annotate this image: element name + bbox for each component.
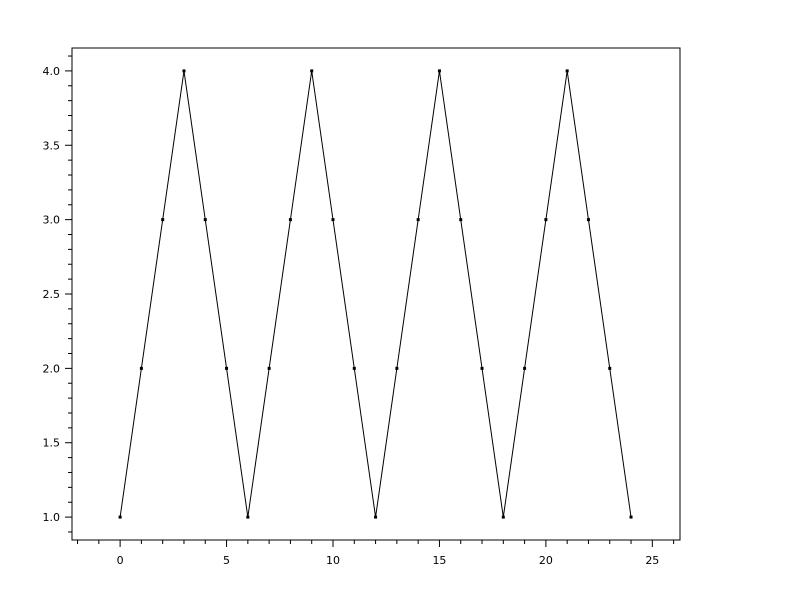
data-point <box>501 515 505 519</box>
data-point <box>225 366 229 370</box>
data-point <box>203 218 207 222</box>
data-point <box>310 69 314 73</box>
data-point <box>139 366 143 370</box>
data-point <box>161 218 165 222</box>
y-tick-label: 3.5 <box>43 139 61 152</box>
x-tick-label: 25 <box>645 554 659 567</box>
data-point <box>374 515 378 519</box>
data-point <box>246 515 250 519</box>
data-point <box>267 366 271 370</box>
data-point <box>480 366 484 370</box>
data-point <box>437 69 441 73</box>
y-tick-label: 1.0 <box>43 511 61 524</box>
y-tick-label: 4.0 <box>43 65 61 78</box>
data-point <box>544 218 548 222</box>
data-point <box>288 218 292 222</box>
y-axis: 1.0 1.5 2.0 2.5 3.0 3.5 4.0 <box>43 55 72 533</box>
data-point <box>629 515 633 519</box>
y-tick-label: 1.5 <box>43 437 61 450</box>
data-point <box>331 218 335 222</box>
x-tick-label: 0 <box>117 554 124 567</box>
data-point <box>608 366 612 370</box>
y-tick-label: 2.5 <box>43 288 61 301</box>
x-tick-label: 10 <box>326 554 340 567</box>
y-tick-label: 2.0 <box>43 362 61 375</box>
x-tick-label: 5 <box>223 554 230 567</box>
y-tick-label: 3.0 <box>43 214 61 227</box>
data-point <box>395 366 399 370</box>
data-point <box>416 218 420 222</box>
x-tick-label: 15 <box>432 554 446 567</box>
series-group <box>118 69 633 519</box>
data-point <box>352 366 356 370</box>
data-point <box>182 69 186 73</box>
plot-area <box>71 47 681 541</box>
data-point <box>118 515 122 519</box>
data-point <box>523 366 527 370</box>
data-point <box>565 69 569 73</box>
x-tick-label: 20 <box>539 554 553 567</box>
data-point <box>459 218 463 222</box>
data-point <box>586 218 590 222</box>
x-axis: 0 5 10 15 20 25 <box>77 540 675 567</box>
